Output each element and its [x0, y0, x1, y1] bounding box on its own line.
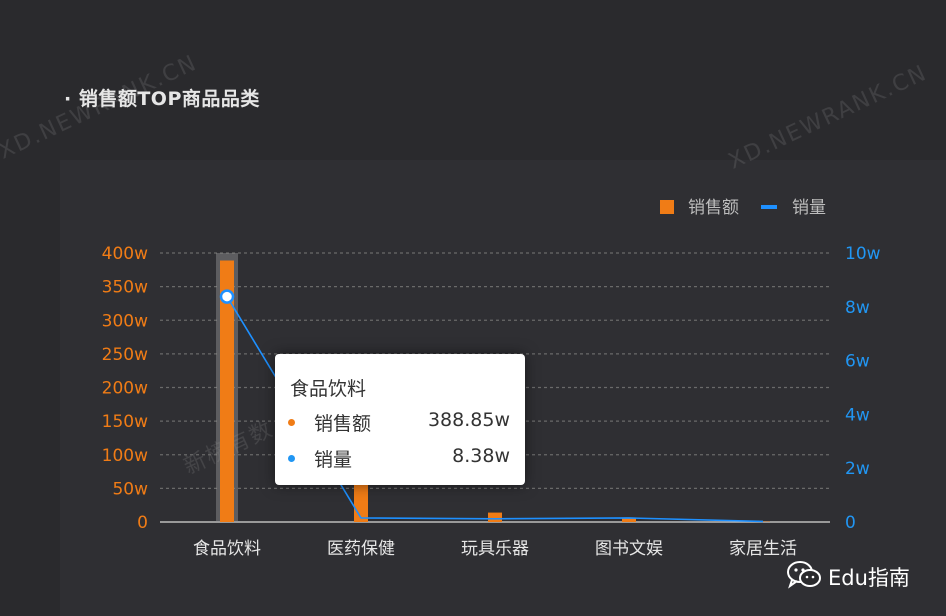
- tooltip: 食品饮料 销售额 388.85w 销量 8.38w: [275, 354, 525, 485]
- right-axis-ticks: 0 2w 4w 6w 8w 10w: [845, 244, 881, 533]
- tooltip-row-name: 销量: [314, 449, 353, 471]
- category-label: 图书文娱: [595, 539, 663, 559]
- legend-sales-label: 销售额: [688, 198, 739, 218]
- left-tick-label: 100w: [102, 446, 148, 466]
- sales-bar: [220, 260, 234, 522]
- right-tick-label: 10w: [845, 244, 881, 264]
- legend-volume-swatch: [761, 205, 777, 209]
- legend-volume-label: 销量: [792, 198, 826, 218]
- right-tick-label: 6w: [845, 352, 870, 372]
- wechat-account-name: Edu指南: [828, 566, 910, 590]
- right-tick-label: 4w: [845, 405, 870, 425]
- left-tick-label: 200w: [102, 379, 148, 399]
- volume-point: [219, 289, 235, 304]
- left-axis-ticks: 0 50w 100w 150w 200w 250w 300w 350w 400w: [102, 244, 148, 533]
- tooltip-row-volume: 销量 8.38w: [288, 445, 510, 471]
- left-tick-label: 300w: [102, 311, 148, 331]
- chart-legend: 销售额 销量: [660, 198, 826, 218]
- right-tick-label: 0: [845, 513, 856, 533]
- tooltip-row-name: 销售额: [314, 413, 372, 435]
- legend-sales-swatch: [660, 200, 674, 214]
- tooltip-row-value: 388.85w: [427, 409, 510, 431]
- category-label: 食品饮料: [193, 539, 261, 559]
- tooltip-row-sales: 销售额 388.85w: [288, 409, 510, 435]
- left-tick-label: 150w: [102, 412, 148, 432]
- left-tick-label: 0: [137, 513, 148, 533]
- category-label: 医药保健: [327, 539, 395, 559]
- left-tick-label: 350w: [102, 278, 148, 298]
- sales-bar: [622, 517, 636, 522]
- category-axis-labels: 食品饮料 医药保健 玩具乐器 图书文娱 家居生活: [193, 539, 797, 559]
- category-label: 家居生活: [729, 539, 797, 559]
- left-tick-label: 400w: [102, 244, 148, 264]
- wechat-icon: [787, 561, 821, 589]
- sales-bar: [488, 512, 502, 522]
- right-tick-label: 8w: [845, 298, 870, 318]
- left-tick-label: 250w: [102, 345, 148, 365]
- chart-title: · 销售额TOP商品品类: [64, 88, 260, 110]
- tooltip-title: 食品饮料: [290, 378, 367, 400]
- volume-dot-icon: [288, 455, 295, 462]
- sales-dot-icon: [288, 419, 295, 426]
- left-tick-label: 50w: [112, 479, 148, 499]
- wechat-badge: Edu指南: [786, 560, 946, 592]
- sales-bars: [216, 253, 770, 522]
- right-tick-label: 2w: [845, 459, 870, 479]
- tooltip-row-value: 8.38w: [452, 445, 510, 467]
- category-label: 玩具乐器: [461, 539, 529, 559]
